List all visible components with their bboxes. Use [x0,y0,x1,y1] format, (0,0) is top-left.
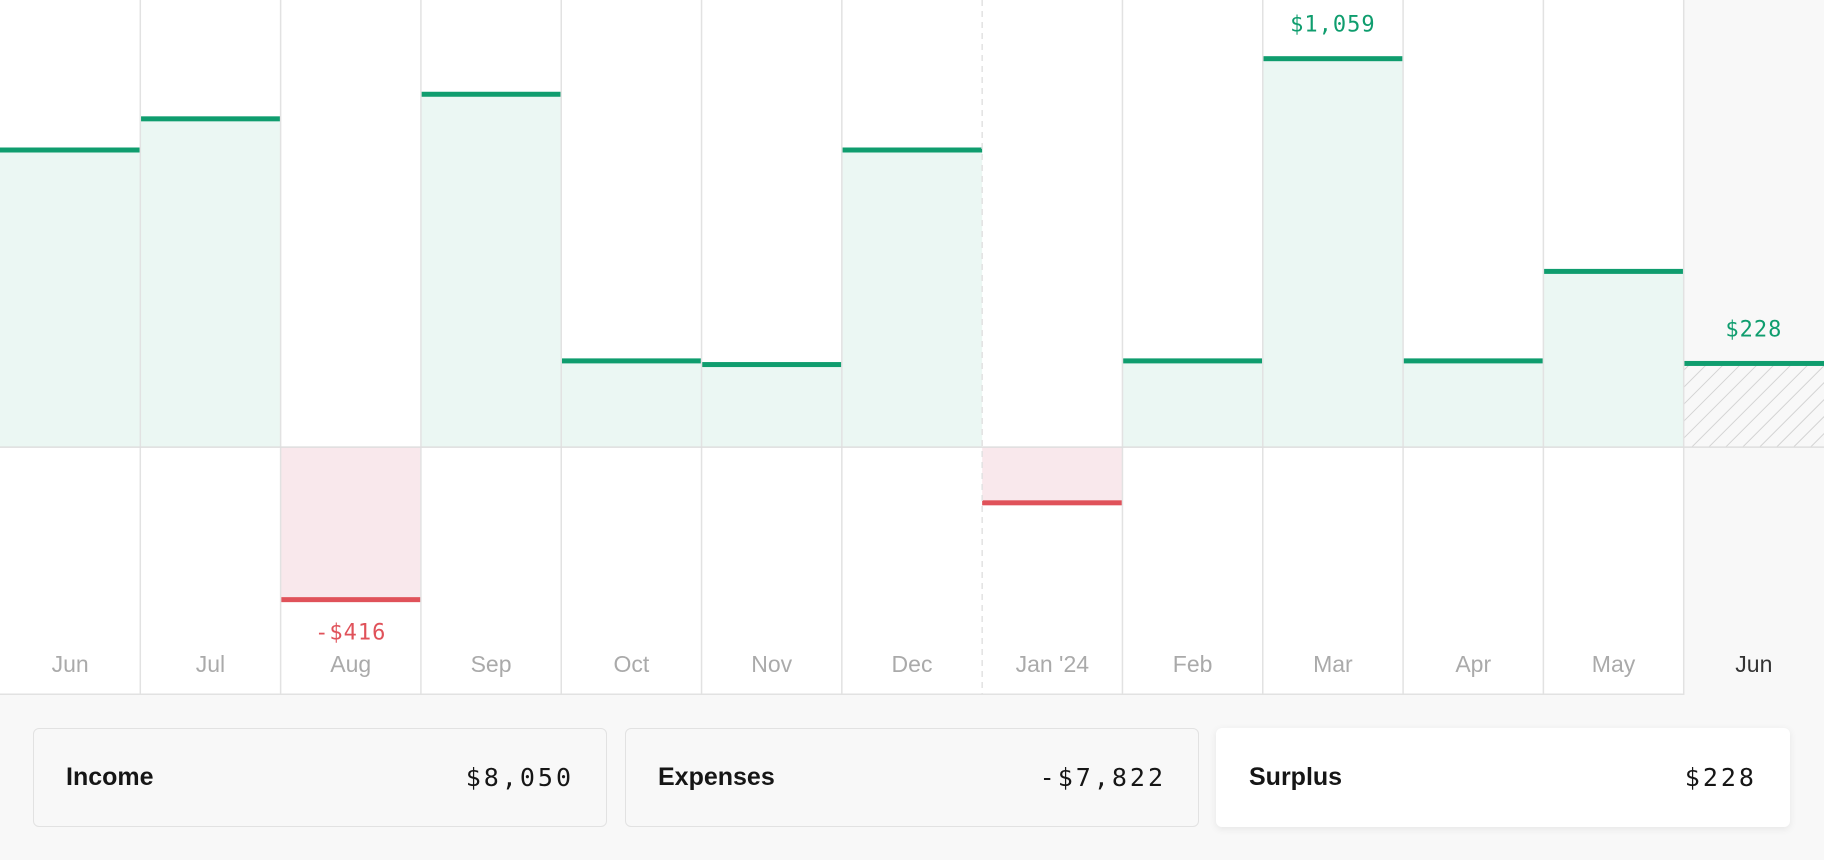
bar-top [1543,268,1684,274]
bar [280,447,421,600]
bar-top [1683,360,1824,366]
bar [982,447,1123,503]
bar [701,364,842,448]
bar [1543,271,1684,448]
bar [1683,363,1824,448]
bar [140,118,281,448]
bar-top [982,500,1123,506]
x-tick-label: Jun [1735,651,1772,677]
x-tick-label: Apr [1455,651,1491,677]
summary-label: Income [66,763,154,791]
summary-card[interactable]: Expenses -$7,822 [625,728,1199,827]
x-tick-label: Jul [196,651,225,677]
x-tick-label: Aug [330,651,371,677]
bar [1403,360,1544,448]
bar [561,360,702,448]
x-tick-label: Jan '24 [1016,651,1090,677]
x-tick-label: Oct [613,651,649,677]
bar-top [140,116,281,122]
summary-value: $228 [1684,763,1757,792]
summary-card[interactable]: Surplus $228 [1216,728,1790,827]
bar [0,150,141,448]
bar [1262,58,1404,448]
bar-top [0,147,141,153]
current-column [1683,0,1824,695]
x-tick-label: Sep [471,651,512,677]
summary-value: -$7,822 [1039,763,1166,792]
bar-top [701,362,842,368]
value-label: $1,059 [1290,13,1375,38]
value-label: -$416 [315,621,386,646]
summary-card[interactable]: Income $8,050 [33,728,607,827]
x-tick-label: Feb [1173,651,1213,677]
summary-label: Surplus [1249,763,1343,791]
x-tick-label: Jun [52,651,89,677]
summary-value: $8,050 [465,763,574,792]
bar-top [1403,358,1544,364]
bar-top [420,91,562,97]
value-label: $228 [1725,317,1782,342]
x-tick-label: Dec [892,651,933,677]
bar-top [561,358,702,364]
x-tick-label: May [1592,651,1636,677]
x-tick-label: Nov [751,651,792,677]
chart: -$416 $1,059 $228 Jun Jul Aug Sep Oct Nov Dec Jan … [0,0,1824,695]
bar [420,94,562,448]
bar [841,150,983,448]
bar-top [1262,56,1404,62]
summary-label: Expenses [658,763,775,791]
bar [1122,360,1263,448]
bar-top [1122,358,1263,364]
bar-top [280,597,421,603]
x-tick-label: Mar [1313,651,1353,677]
bar-top [841,147,983,153]
